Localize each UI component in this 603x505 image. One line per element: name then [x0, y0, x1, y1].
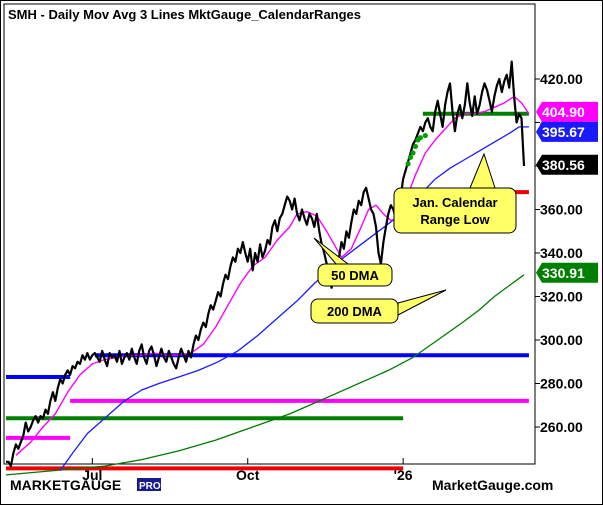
- brand-pro-box: [137, 478, 161, 491]
- signal-dot: [407, 154, 414, 160]
- value-badge-bg: [536, 101, 598, 122]
- signal-dot: [410, 150, 416, 156]
- dot-layer: [405, 132, 428, 167]
- x-tick-label: Oct: [236, 467, 260, 483]
- value-badge-bg: [536, 121, 598, 142]
- value-badge-text: 404.90: [542, 104, 585, 120]
- callouts: Jan. Calendar Range Low 50 DMA 200 DMA: [310, 152, 517, 324]
- signal-dot: [405, 161, 411, 167]
- series-line-price: [6, 60, 526, 468]
- y-tick-label: 300.00: [540, 332, 583, 348]
- marketgauge-logo: MARKETGAUGE PRO: [10, 477, 161, 493]
- x-tick-label: Jul: [82, 467, 102, 483]
- y-tick-label: 260.00: [540, 419, 583, 435]
- callout-50-dma-box: [317, 263, 393, 287]
- callout-jan-range-low-box: [393, 187, 517, 234]
- signal-dot: [417, 135, 423, 141]
- brand-pro-text: PRO: [139, 481, 161, 492]
- value-badge-text: 395.67: [542, 124, 585, 140]
- y-tick-label: 420.00: [540, 71, 583, 87]
- brand-right-text: MarketGauge.com: [432, 477, 553, 493]
- y-tick-label: 360.00: [540, 202, 583, 218]
- value-badge-text: 380.56: [542, 157, 585, 173]
- callout-jan-range-low-text: Range Low: [420, 212, 490, 227]
- y-tick-label: 320.00: [540, 289, 583, 305]
- callout-200-dma-text: 200 DMA: [327, 304, 383, 319]
- series-line-ma200: [5, 274, 525, 476]
- signal-dot: [412, 143, 419, 150]
- signal-dot: [422, 132, 428, 139]
- brand-left-text: MARKETGAUGE: [10, 477, 121, 493]
- value-badge-bg: [536, 262, 598, 283]
- x-tick-label: '26: [394, 467, 413, 483]
- x-axis: Jul Oct '26: [82, 458, 413, 483]
- value-badge-text: 330.91: [542, 265, 585, 281]
- callout-jan-range-low-text: Jan. Calendar: [412, 195, 497, 210]
- y-tick-label: 340.00: [540, 245, 583, 261]
- value-badge-bg: [536, 154, 598, 175]
- plot-area: [3, 3, 536, 465]
- series-layer: [5, 60, 530, 476]
- value-badges: 404.90 395.67 380.56 330.91: [536, 101, 598, 283]
- callout-200-dma-box: [310, 298, 399, 324]
- callout-50-dma-text: 50 DMA: [331, 268, 379, 283]
- y-tick-label: 280.00: [540, 376, 583, 392]
- chart-title: SMH - Daily Mov Avg 3 Lines MktGauge_Cal…: [8, 7, 361, 22]
